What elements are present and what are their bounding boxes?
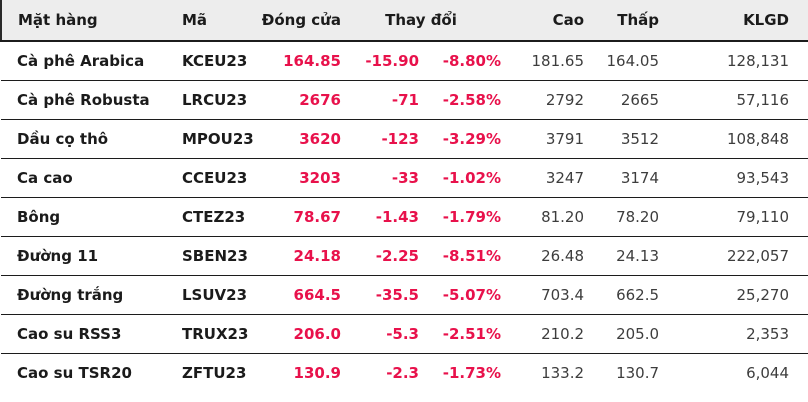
cell-code: ZFTU23 bbox=[182, 364, 247, 382]
cell-close: 664.5 bbox=[261, 275, 341, 315]
cell-change-pct: -5.07% bbox=[419, 275, 502, 315]
cell-high: 26.48 bbox=[501, 236, 585, 276]
cell-close: 2676 bbox=[261, 80, 341, 120]
cell-close: 24.18 bbox=[261, 236, 341, 276]
table-row: Đường 11 SBEN23 24.18 -2.25 -8.51% 26.48 24.13… bbox=[1, 236, 808, 276]
cell-code: LRCU23 bbox=[182, 80, 261, 120]
cell-commodity: Đường 11 bbox=[1, 236, 182, 276]
cell-high: 210.2 bbox=[501, 314, 585, 354]
cell-change: -2.25 bbox=[341, 236, 419, 276]
cell-code: KCEU23 bbox=[182, 41, 261, 81]
cell-high: 3247 bbox=[501, 158, 585, 198]
cell-commodity: Dầu cọ thô bbox=[1, 119, 182, 159]
cell-volume: 128,131 bbox=[659, 41, 808, 81]
col-header-commodity: Mặt hàng bbox=[0, 0, 182, 42]
cell-volume: 25,270 bbox=[659, 275, 808, 315]
cell-commodity: Cà phê Arabica bbox=[1, 41, 182, 81]
cell-commodity: Cao su TSR20 bbox=[17, 364, 132, 382]
header-row: Mặt hàng Mã Đóng cửa Thay đổi Cao Thấp K… bbox=[0, 0, 808, 42]
cell-change-pct: -2.51% bbox=[419, 314, 502, 354]
cell-code: MPOU23 bbox=[182, 119, 261, 159]
cell-low: 164.05 bbox=[584, 41, 660, 81]
cell-commodity: Cà phê Robusta bbox=[1, 80, 182, 120]
col-header-low: Thấp bbox=[584, 0, 660, 42]
cell-change: -123 bbox=[341, 119, 419, 159]
cell-close: 78.67 bbox=[261, 197, 341, 237]
cell-close: 206.0 bbox=[261, 314, 341, 354]
cell-low: 205.0 bbox=[584, 314, 660, 354]
cell-commodity: Ca cao bbox=[1, 158, 182, 198]
cell-high: 703.4 bbox=[501, 275, 585, 315]
table-row: Bông CTEZ23 78.67 -1.43 -1.79% 81.20 78.20 79,1… bbox=[1, 197, 808, 237]
table-row: Cà phê Robusta LRCU23 2676 -71 -2.58% 2792 266… bbox=[1, 80, 808, 120]
cell-close: 130.9 bbox=[293, 364, 341, 382]
cell-change: -1.43 bbox=[341, 197, 419, 237]
cell-low: 662.5 bbox=[584, 275, 660, 315]
cell-change-pct: -3.29% bbox=[419, 119, 502, 159]
cell-commodity: Bông bbox=[1, 197, 182, 237]
cell-volume: 222,057 bbox=[659, 236, 808, 276]
table-row: Đường trắng LSUV23 664.5 -35.5 -5.07% 703.4 66… bbox=[1, 275, 808, 315]
col-header-high: Cao bbox=[501, 0, 585, 42]
cell-close: 3203 bbox=[261, 158, 341, 198]
col-header-change: Thay đổi bbox=[341, 0, 502, 42]
cell-change-pct: -1.79% bbox=[419, 197, 502, 237]
cell-commodity: Đường trắng bbox=[1, 275, 182, 315]
cell-change-pct: -8.51% bbox=[419, 236, 502, 276]
commodity-quote-table: Mặt hàng Mã Đóng cửa Thay đổi Cao Thấp K… bbox=[0, 0, 808, 392]
cell-code: CTEZ23 bbox=[182, 197, 261, 237]
cell-low: 2665 bbox=[584, 80, 660, 120]
table-row: Dầu cọ thô MPOU23 3620 -123 -3.29% 3791 3512 10… bbox=[1, 119, 808, 159]
cell-high: 181.65 bbox=[501, 41, 585, 81]
cell-low: 78.20 bbox=[584, 197, 660, 237]
cell-change: -15.90 bbox=[341, 41, 419, 81]
col-header-code: Mã bbox=[182, 0, 261, 42]
cell-volume: 79,110 bbox=[659, 197, 808, 237]
cell-code: CCEU23 bbox=[182, 158, 261, 198]
cell-high: 3791 bbox=[501, 119, 585, 159]
cell-code: SBEN23 bbox=[182, 236, 261, 276]
cell-change: -2.3 bbox=[386, 364, 419, 382]
col-header-volume: KLGD bbox=[659, 0, 808, 42]
cell-high: 2792 bbox=[501, 80, 585, 120]
cell-volume: 93,543 bbox=[659, 158, 808, 198]
cell-volume: 6,044 bbox=[746, 364, 790, 382]
col-header-close: Đóng cửa bbox=[261, 0, 341, 42]
cell-high: 81.20 bbox=[501, 197, 585, 237]
cell-change-pct: -1.73% bbox=[442, 364, 502, 382]
cell-close: 3620 bbox=[261, 119, 341, 159]
cell-code: LSUV23 bbox=[182, 275, 261, 315]
cell-low: 130.7 bbox=[616, 364, 660, 382]
cell-change-pct: -2.58% bbox=[419, 80, 502, 120]
table-row: Cao su RSS3 TRUX23 206.0 -5.3 -2.51% 210.2 205… bbox=[1, 314, 808, 354]
cell-volume: 2,353 bbox=[659, 314, 808, 354]
table-row: Cao su TSR20 ZFTU23 130.9 -2.3 -1.73% 133.2 13… bbox=[1, 354, 808, 393]
cell-volume: 57,116 bbox=[659, 80, 808, 120]
cell-change-pct: -8.80% bbox=[419, 41, 502, 81]
cell-low: 24.13 bbox=[584, 236, 660, 276]
cell-change: -35.5 bbox=[341, 275, 419, 315]
cell-change: -71 bbox=[341, 80, 419, 120]
cell-low: 3174 bbox=[584, 158, 660, 198]
cell-change: -33 bbox=[341, 158, 419, 198]
cell-commodity: Cao su RSS3 bbox=[1, 314, 182, 354]
cell-volume: 108,848 bbox=[659, 119, 808, 159]
cell-change-pct: -1.02% bbox=[419, 158, 502, 198]
cell-high: 133.2 bbox=[541, 364, 585, 382]
cell-close: 164.85 bbox=[261, 41, 341, 81]
quote-table-body: Cà phê Arabica KCEU23 164.85 -15.90 -8.80% 18… bbox=[1, 41, 808, 392]
cell-code: TRUX23 bbox=[182, 314, 261, 354]
table-row: Ca cao CCEU23 3203 -33 -1.02% 3247 3174 93,543 bbox=[1, 158, 808, 198]
cell-low: 3512 bbox=[584, 119, 660, 159]
cell-change: -5.3 bbox=[341, 314, 419, 354]
table-row: Cà phê Arabica KCEU23 164.85 -15.90 -8.80% 18… bbox=[1, 41, 808, 81]
